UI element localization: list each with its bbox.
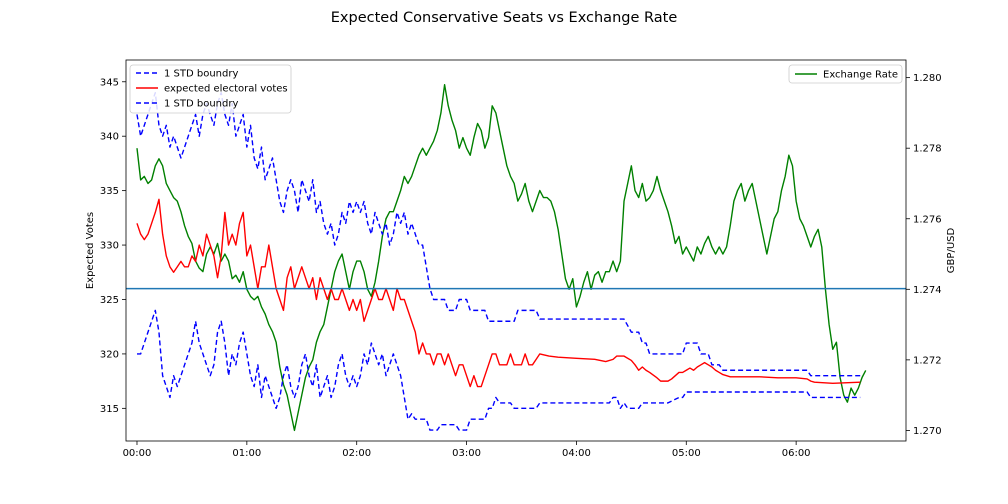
y2-tick-label: 1.276 [913,214,942,225]
legend-label-std-lower: 1 STD boundry [164,99,238,110]
y-tick-label: 325 [100,295,119,306]
x-tick-label: 01:00 [232,448,261,459]
x-tick-label: 02:00 [342,448,371,459]
series-line-expected-votes [136,198,861,388]
y-tick-label: 330 [100,241,119,252]
series-line-std-lower [136,309,861,431]
legend-label-expected-votes: expected electoral votes [164,84,288,95]
legend-label-std-upper: 1 STD boundry [164,69,238,80]
x-tick-label: 06:00 [782,448,811,459]
x-tick-label: 04:00 [562,448,591,459]
plot-frame [125,59,907,442]
y2-axis-title: GBP/USD [946,228,957,274]
x-tick-label: 03:00 [452,448,481,459]
y2-tick-label: 1.280 [913,73,942,84]
series-line-exchange-rate [136,83,867,432]
y-tick-label: 345 [100,77,119,88]
x-tick-label: 05:00 [672,448,701,459]
legend-left-box [129,64,292,114]
y-tick-label: 340 [100,132,119,143]
y-axis-left: 315 320 325 330 335 340 345 [100,77,126,415]
y-tick-label: 320 [100,349,119,360]
chart-title: Expected Conservative Seats vs Exchange … [331,10,678,26]
y-tick-label: 335 [100,186,119,197]
y2-tick-label: 1.274 [913,285,942,296]
legend-left: 1 STD boundry expected electoral votes 1… [129,64,292,114]
y2-tick-label: 1.272 [913,355,942,366]
x-tick-label: 00:00 [123,448,152,459]
y2-tick-label: 1.270 [913,426,942,437]
legend-right-box [788,64,903,84]
y-axis-title: Expected Votes [85,212,96,289]
legend-right: Exchange Rate [788,64,903,84]
y-tick-label: 315 [100,404,119,415]
x-axis: 00:00 01:00 02:00 03:00 04:00 05:00 06:00 [123,441,811,459]
y2-tick-label: 1.278 [913,144,942,155]
legend-label-exchange-rate: Exchange Rate [823,70,898,81]
y-axis-right: 1.270 1.272 1.274 1.276 1.278 1.280 [906,73,942,437]
